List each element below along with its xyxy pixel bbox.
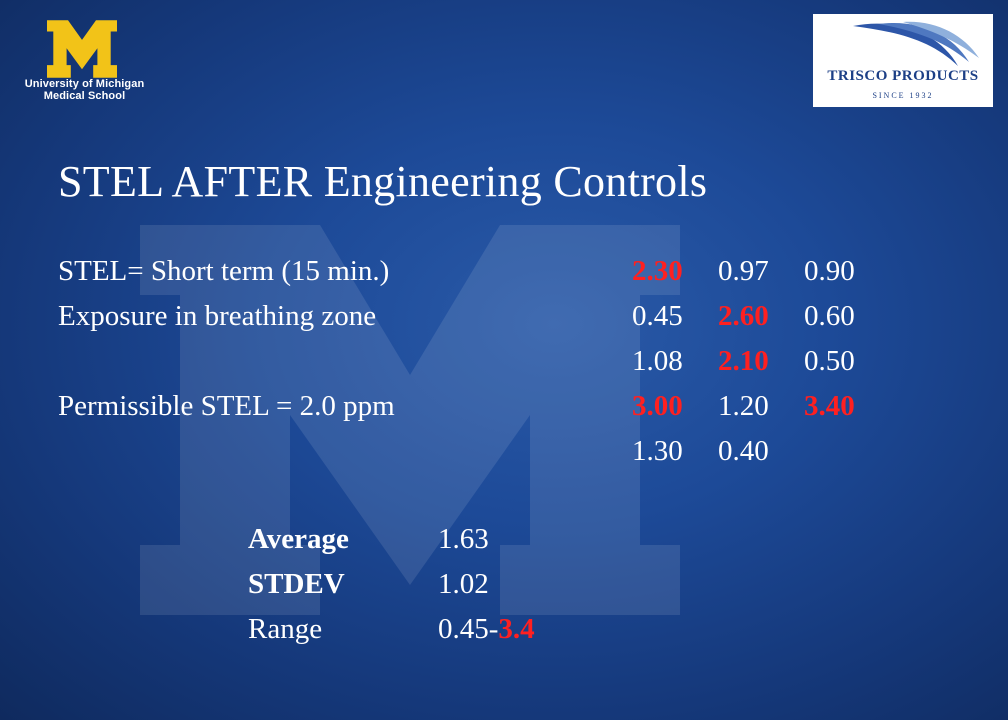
trisco-products-logo: TRISCO PRODUCTS SINCE 1932 [813, 14, 993, 107]
um-medical-school-logo: University of Michigan Medical School [22, 20, 147, 102]
measurement-value-exceeds: 2.30 [632, 255, 683, 287]
measurement-value: 0.97 [718, 255, 769, 287]
measurement-row: 2.30 0.97 0.90 [632, 252, 890, 297]
measurement-value: 0.40 [718, 435, 769, 467]
stdev-row: STDEV 1.02 [248, 565, 535, 610]
measurement-value-exceeds: 2.60 [718, 300, 769, 332]
measurement-value-exceeds: 3.40 [804, 390, 855, 422]
stel-description: STEL= Short term (15 min.) Exposure in b… [58, 252, 578, 432]
permissible-stel-line: Permissible STEL = 2.0 ppm [58, 390, 395, 422]
range-label: Range [248, 613, 323, 645]
block-m-icon [47, 20, 117, 78]
measurement-row: 3.00 1.20 3.40 [632, 387, 890, 432]
range-low-value: 0.45- [438, 613, 499, 645]
measurement-row: 1.30 0.40 [632, 432, 890, 477]
range-high-value: 3.4 [498, 613, 535, 645]
measurement-grid: 2.30 0.97 0.90 0.45 2.60 0.60 1.08 2.10 0.50 3.00… [632, 252, 890, 477]
stdev-value: 1.02 [438, 568, 489, 600]
range-row: Range 0.45-3.4 [248, 610, 535, 655]
measurement-value: 0.50 [804, 345, 855, 377]
exposure-line: Exposure in breathing zone [58, 300, 377, 332]
average-row: Average 1.63 [248, 520, 535, 565]
average-value: 1.63 [438, 523, 489, 555]
background-m-watermark [140, 225, 680, 615]
logo-line-2: Medical School [43, 90, 126, 102]
measurement-row: 0.45 2.60 0.60 [632, 297, 890, 342]
logo-line-1: University of Michigan [24, 78, 145, 90]
measurement-value: 1.08 [632, 345, 683, 377]
trisco-swoosh-icon [853, 21, 979, 66]
slide-title: STEL AFTER Engineering Controls [58, 157, 708, 206]
stdev-label: STDEV [248, 568, 345, 600]
measurement-value-exceeds: 2.10 [718, 345, 769, 377]
measurement-row: 1.08 2.10 0.50 [632, 342, 890, 387]
trisco-since: SINCE 1932 [872, 91, 934, 100]
measurement-value: 1.20 [718, 390, 769, 422]
spacer-line [58, 342, 578, 387]
stel-definition-line: STEL= Short term (15 min.) [58, 255, 390, 287]
measurement-value: 0.60 [804, 300, 855, 332]
measurement-value: 0.45 [632, 300, 683, 332]
summary-stats: Average 1.63 STDEV 1.02 Range 0.45-3.4 [248, 520, 535, 655]
measurement-value: 1.30 [632, 435, 683, 467]
trisco-name: TRISCO PRODUCTS [827, 68, 979, 84]
average-label: Average [248, 523, 349, 555]
measurement-value: 0.90 [804, 255, 855, 287]
measurement-value-exceeds: 3.00 [632, 390, 683, 422]
